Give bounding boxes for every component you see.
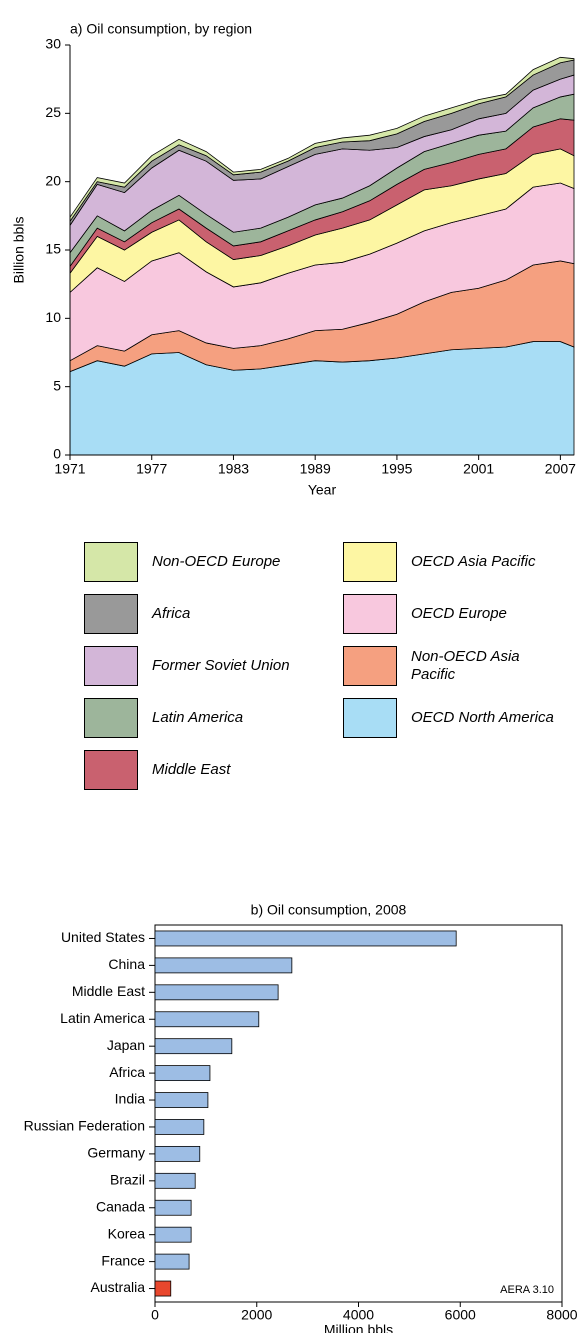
x-tick-label: 2001 [463,461,494,477]
x-tick-label: 1983 [218,461,249,477]
annotation: AERA 3.10 [500,1284,554,1296]
y-tick-label: France [101,1252,145,1268]
bar [154,1172,196,1189]
legend-swatch [343,542,397,582]
legend-swatch [343,594,397,634]
x-tick-label: 4000 [343,1307,374,1323]
y-tick-label: Russian Federation [24,1118,145,1134]
x-tick-label: 1989 [300,461,331,477]
y-tick-label: Canada [96,1198,145,1214]
x-tick-label: 8000 [546,1307,577,1323]
bar [154,1253,190,1270]
y-tick-label: 10 [45,309,61,325]
legend-swatch [343,698,397,738]
y-tick-label: Latin America [60,1010,145,1026]
x-tick-label: 2007 [545,461,576,477]
plot-frame [154,924,563,1303]
x-axis-label: Year [308,482,337,498]
y-tick-label: Korea [108,1225,146,1241]
legend-swatch [84,698,138,738]
bar [154,1280,172,1297]
x-tick-label: 1971 [54,461,85,477]
y-tick-label: 20 [45,172,61,188]
x-tick-label: 6000 [445,1307,476,1323]
y-tick-label: Brazil [110,1172,145,1188]
y-tick-label: Middle East [72,983,145,999]
bar [154,1011,260,1028]
y-tick-label: Africa [109,1064,145,1080]
x-axis-label: Million bbls [324,1322,393,1333]
bar [154,1092,209,1108]
x-tick-label: 1977 [136,461,167,477]
bar [154,930,457,947]
y-tick-label: Germany [87,1145,145,1161]
y-tick-label: China [108,956,145,972]
y-tick-label: Australia [91,1279,146,1295]
y-axis-label: Billion bbls [11,217,27,284]
y-tick-label: United States [61,929,145,945]
legend-swatch [84,594,138,634]
x-tick-label: 0 [151,1307,159,1323]
y-tick-label: 0 [53,446,61,462]
bar [154,1199,192,1216]
bar [154,1226,192,1243]
area [69,56,575,223]
legend-label: Non-OECD Asia Pacific [411,648,520,683]
bar [154,1145,201,1162]
bar [154,957,293,974]
legend-label: OECD North America [411,709,554,726]
legend-label: Non-OECD Europe [152,553,281,570]
legend-swatch [343,646,397,686]
bar [154,1065,211,1082]
legend-swatch [84,542,138,582]
legend-label: OECD Asia Pacific [411,553,536,570]
legend-swatch [84,750,138,790]
legend-label: Former Soviet Union [152,657,290,674]
x-tick-label: 1995 [381,461,412,477]
y-tick-label: Japan [107,1037,145,1053]
x-tick-label: 2000 [241,1307,272,1323]
bar [154,984,279,1001]
y-tick-label: 30 [45,36,61,52]
legend-label: Africa [152,605,191,622]
chart-title: a) Oil consumption, by region [70,21,252,37]
chart-title: b) Oil consumption, 2008 [251,902,407,918]
bar [154,1038,233,1055]
y-tick-label: 25 [45,104,61,120]
y-tick-label: 15 [45,241,61,257]
bar [154,1119,205,1135]
legend-label: Latin America [152,709,244,726]
legend-label: OECD Europe [411,605,507,622]
y-tick-label: 5 [53,377,61,393]
legend-swatch [84,646,138,686]
legend-label: Middle East [152,761,231,778]
y-tick-label: India [115,1091,146,1107]
